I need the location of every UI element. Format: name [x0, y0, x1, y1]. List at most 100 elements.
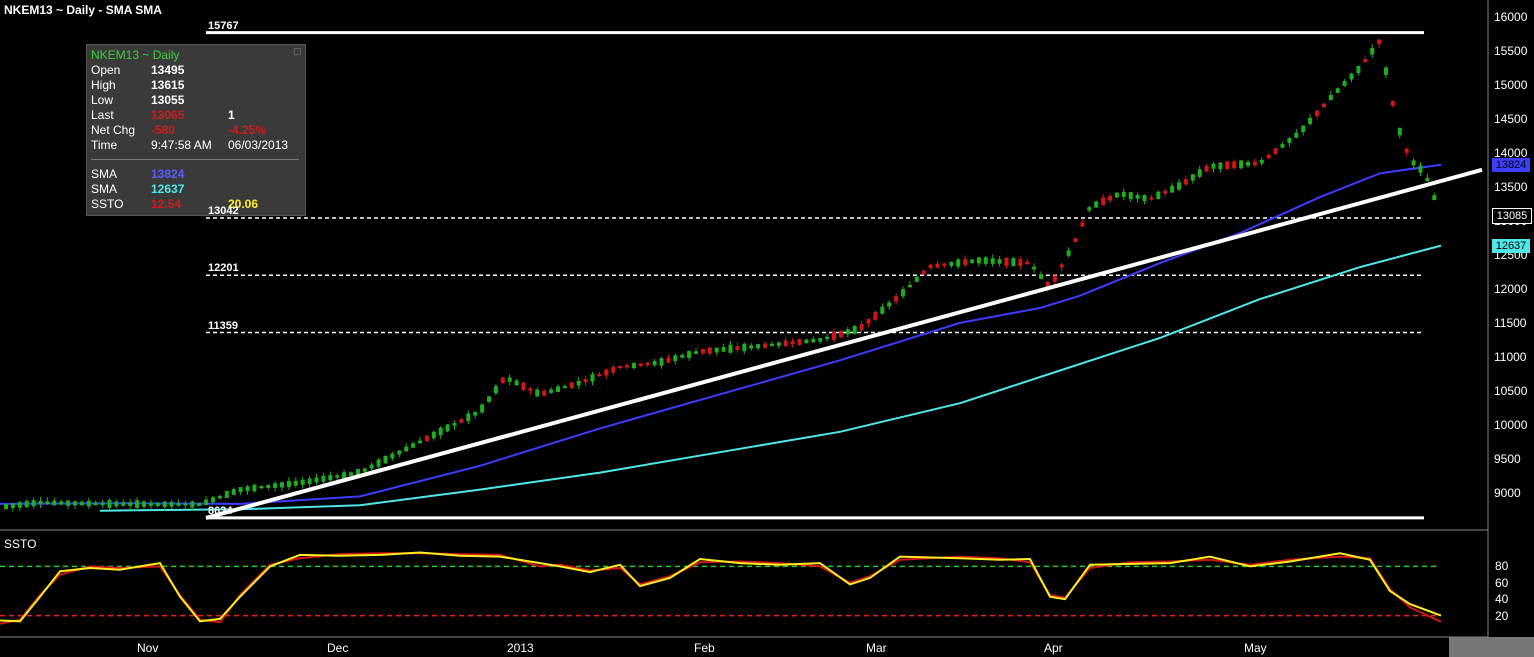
candle-body	[100, 502, 105, 506]
candle-body	[107, 499, 112, 508]
time-axis-selection[interactable]	[1449, 637, 1534, 657]
candle-body	[128, 502, 133, 506]
candle-body	[224, 491, 229, 498]
last-row: Last 13065 1	[91, 108, 303, 123]
high-label: High	[91, 78, 116, 92]
candle-body	[1183, 179, 1188, 185]
candle-body	[1039, 274, 1043, 279]
candle-body	[238, 487, 243, 493]
candle-body	[914, 276, 919, 282]
candle-body	[383, 455, 388, 464]
candle-body	[514, 380, 519, 386]
sma-fast-label: SMA	[91, 167, 118, 181]
candle-body	[231, 489, 236, 495]
candle-body	[438, 427, 443, 436]
candle-body	[997, 259, 1002, 264]
data-window-header: NKEM13 ~ Daily	[91, 48, 180, 62]
candle-body	[1080, 222, 1085, 227]
candle-body	[1225, 161, 1230, 170]
candle-body	[1266, 154, 1271, 159]
candle-body	[1404, 148, 1409, 153]
candle-body	[852, 325, 857, 334]
data-window[interactable]: NKEM13 ~ Daily ▢ Open 13495 High 13615 L…	[86, 44, 306, 216]
chart-title: NKEM13 ~ Daily - SMA SMA	[4, 3, 162, 17]
sma-slow-line	[99, 244, 1442, 512]
candle-body	[631, 362, 636, 369]
candle-body	[1218, 162, 1223, 170]
candles	[4, 39, 1437, 512]
candle-body	[1211, 163, 1216, 169]
candle-body	[1418, 165, 1423, 173]
candle-body	[190, 501, 195, 508]
candle-body	[349, 472, 353, 476]
level-lines	[206, 31, 1424, 520]
candle-body	[1342, 81, 1347, 87]
low-value: 13055	[151, 93, 185, 107]
candle-body	[583, 379, 588, 383]
candle-body	[983, 257, 988, 264]
price-tick: 14000	[1494, 145, 1528, 160]
candle-body	[1059, 264, 1064, 268]
candle-body	[562, 386, 567, 389]
ssto-k-value: 12.54	[151, 197, 182, 211]
last-size: 1	[228, 108, 235, 122]
candle-body	[756, 344, 761, 349]
candle-body	[1094, 201, 1099, 208]
candle-body	[183, 503, 188, 506]
sma-slow-label: SMA	[91, 182, 118, 196]
candle-body	[1390, 101, 1395, 106]
month-label: Apr	[1044, 641, 1063, 655]
candle-body	[390, 453, 395, 459]
candle-body	[1273, 148, 1278, 155]
sma-fast-value: 13824	[151, 167, 185, 181]
candle-body	[397, 450, 402, 455]
candle-body	[901, 289, 905, 297]
close-icon[interactable]: ▢	[293, 46, 302, 56]
candle-body	[928, 264, 933, 268]
ssto-row: SSTO 12.54 20.06	[91, 197, 303, 212]
candle-body	[135, 500, 140, 508]
candle-body	[1321, 103, 1326, 108]
price-tick: 10500	[1494, 383, 1528, 398]
candle-body	[293, 480, 298, 486]
month-label: Feb	[694, 641, 715, 655]
candle-body	[873, 311, 878, 320]
candle-body	[431, 431, 436, 439]
candle-body	[1032, 266, 1037, 270]
candle-body	[204, 499, 209, 505]
candle-body	[1108, 195, 1112, 201]
candle-body	[569, 382, 574, 389]
candle-body	[956, 259, 961, 267]
date-value: 06/03/2013	[228, 138, 289, 152]
open-value: 13495	[151, 63, 185, 77]
candle-body	[66, 500, 71, 506]
candle-body	[1377, 39, 1382, 45]
last-label: Last	[91, 108, 114, 122]
candle-body	[887, 302, 892, 307]
candle-body	[31, 500, 36, 507]
candle-body	[700, 348, 705, 354]
candle-body	[45, 501, 50, 505]
month-label: Mar	[866, 641, 887, 655]
price-badge: 13824	[1492, 157, 1530, 172]
candle-body	[273, 483, 278, 488]
candle-body	[942, 263, 947, 266]
netchg-value: -580	[151, 123, 176, 137]
candle-body	[1287, 138, 1292, 144]
candle-body	[424, 435, 429, 442]
candle-body	[411, 443, 416, 448]
candle-body	[245, 486, 250, 492]
candle-body	[1252, 161, 1257, 166]
candle-body	[1370, 47, 1375, 55]
candle-body	[728, 344, 733, 353]
candle-body	[328, 475, 333, 481]
candle-body	[1101, 197, 1106, 206]
candle-body	[1204, 165, 1209, 172]
candle-body	[528, 388, 533, 391]
candle-body	[735, 346, 740, 351]
candle-body	[1259, 159, 1264, 164]
price-tick: 13500	[1494, 179, 1528, 194]
price-tick: 16000	[1494, 9, 1528, 24]
candle-body	[556, 386, 560, 392]
candle-body	[963, 259, 968, 266]
